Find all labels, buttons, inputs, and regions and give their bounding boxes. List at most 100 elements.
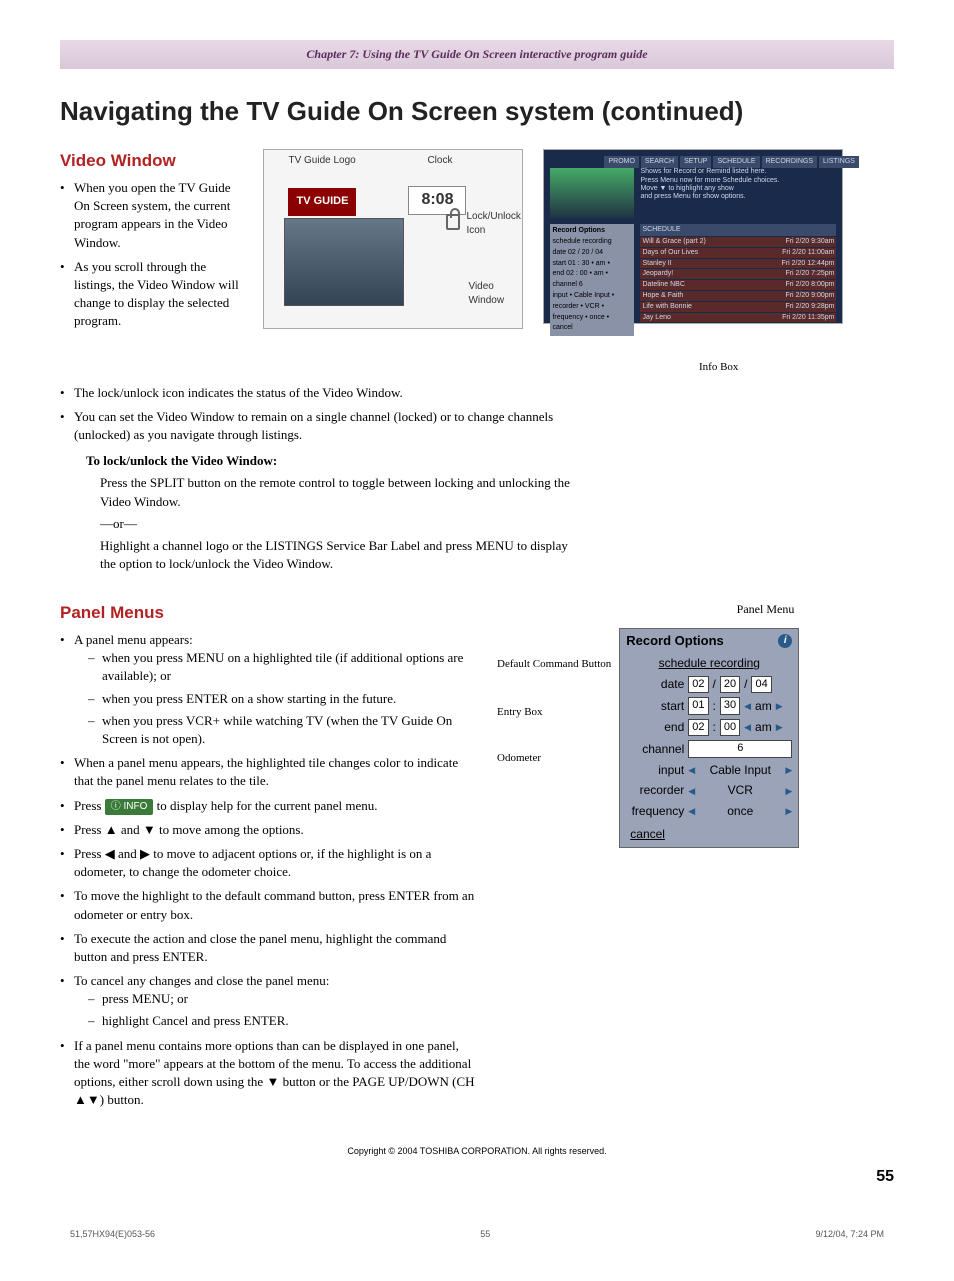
info-line: Shows for Record or Remind listed here. [640,168,836,176]
video-preview [284,218,404,306]
left-arrow-icon[interactable]: ◀ [744,721,751,734]
video-window-bullets-top: When you open the TV Guide On Screen sys… [60,179,243,331]
bullet: Press ◀ and ▶ to move to adjacent option… [60,845,477,881]
panel-title: Record Options [552,226,632,236]
copyright: Copyright © 2004 TOSHIBA CORPORATION. Al… [60,1145,894,1158]
right-arrow-icon[interactable]: ▶ [776,721,783,734]
dash-item: when you press VCR+ while watching TV (w… [88,712,477,748]
tv-guide-logo: TV GUIDE [288,188,356,215]
tab: SCHEDULE [713,156,759,168]
schedule-row: Jay LenoFri 2/20 11:35pm [640,313,836,323]
figure-schedule-screen: PROMO SEARCH SETUP SCHEDULE RECORDINGS L… [543,149,843,324]
panel-header-text: Record Options [626,632,724,650]
info-line: Press Menu now for more Schedule choices… [640,177,836,185]
tab-bar: PROMO SEARCH SETUP SCHEDULE RECORDINGS L… [604,156,838,168]
entry-box[interactable]: 30 [720,697,740,714]
callout-entry: Entry Box [497,699,611,727]
lock-or: —or— [60,515,894,533]
recorder-row[interactable]: recorder ◀ VCR ▶ [620,780,798,801]
entry-box[interactable]: 6 [688,740,792,757]
text: to display help for the current panel me… [157,798,378,813]
panel-header: Record Options i [620,629,798,653]
entry-box[interactable]: 04 [751,676,771,693]
schedule-row: Jeopardy!Fri 2/20 7:25pm [640,269,836,279]
frequency-row[interactable]: frequency ◀ once ▶ [620,801,798,822]
tab: LISTINGS [819,156,859,168]
schedule-row: Days of Our LivesFri 2/20 11:00am [640,248,836,258]
label: input [626,762,684,779]
panel-row: channel 6 [552,280,632,290]
dash-item: press MENU; or [88,990,477,1008]
entry-box[interactable]: 20 [720,676,740,693]
input-row[interactable]: input ◀ Cable Input ▶ [620,760,798,781]
schedule-row: Life with BonnieFri 2/20 9:28pm [640,302,836,312]
fig3-callouts: Default Command Button Entry Box Odomete… [497,628,611,772]
label: end [626,719,684,736]
end-row[interactable]: end 02: 00 ◀ am ▶ [620,717,798,738]
bullet: The lock/unlock icon indicates the statu… [60,384,580,402]
page-number: 55 [60,1166,894,1188]
bullet: When you open the TV Guide On Screen sys… [60,179,243,252]
info-line: and press Menu for show options. [640,193,836,201]
dash-item: highlight Cancel and press ENTER. [88,1012,477,1030]
panel-menus-bullets: A panel menu appears: when you press MEN… [60,631,477,1109]
bullet: Press INFO to display help for the curre… [60,797,477,815]
date-row[interactable]: date 02/ 20/ 04 [620,674,798,695]
left-arrow-icon[interactable]: ◀ [688,785,695,798]
bullet: If a panel menu contains more options th… [60,1037,477,1110]
schedule-row: Stanley IIFri 2/20 12:44pm [640,259,836,269]
start-row[interactable]: start 01: 30 ◀ am ▶ [620,695,798,716]
bullet: When a panel menu appears, the highlight… [60,754,477,790]
panel-row: schedule recording [552,237,632,247]
bullet: Press ▲ and ▼ to move among the options. [60,821,477,839]
tab: RECORDINGS [762,156,817,168]
entry-box[interactable]: 02 [688,676,708,693]
left-arrow-icon[interactable]: ◀ [688,764,695,777]
panel-row: recorder • VCR • [552,302,632,312]
right-arrow-icon[interactable]: ▶ [785,785,792,798]
right-arrow-icon[interactable]: ▶ [785,764,792,777]
cancel-button[interactable]: cancel [620,822,798,847]
command-button-row[interactable]: schedule recording [620,653,798,674]
schedule-row: Hope & FaithFri 2/20 9:00pm [640,291,836,301]
left-arrow-icon[interactable]: ◀ [688,805,695,818]
odometer-value: once [699,803,781,820]
callout-default: Default Command Button [497,658,611,671]
entry-box[interactable]: 01 [688,697,708,714]
bullet: As you scroll through the listings, the … [60,258,243,331]
schedule-recording-cmd: schedule recording [626,655,792,672]
label: date [626,676,684,693]
video-window-bullets-full: The lock/unlock icon indicates the statu… [60,384,580,445]
schedule-header: SCHEDULE [640,224,836,236]
bullet: To cancel any changes and close the pane… [60,972,477,1031]
page-title: Navigating the TV Guide On Screen system… [60,93,894,129]
info-box-text: Shows for Record or Remind listed here. … [640,168,836,202]
entry-box[interactable]: 02 [688,719,708,736]
tab: SEARCH [641,156,678,168]
entry-box[interactable]: 00 [720,719,740,736]
mini-panel: Record Options schedule recording date 0… [550,224,634,336]
bullet: To move the highlight to the default com… [60,887,477,923]
chapter-bar: Chapter 7: Using the TV Guide On Screen … [60,40,894,69]
figure-panel-menu: Default Command Button Entry Box Odomete… [497,628,894,848]
right-arrow-icon[interactable]: ▶ [785,805,792,818]
info-icon[interactable]: i [778,634,792,648]
odometer-value: VCR [699,782,781,799]
panel-row: input • Cable Input • [552,291,632,301]
channel-row[interactable]: channel 6 [620,738,798,759]
info-line: Move ▼ to highlight any show [640,185,836,193]
lock-icon [446,214,460,230]
right-arrow-icon[interactable]: ▶ [776,700,783,713]
record-options-panel: Record Options i schedule recording date… [619,628,799,848]
bullet: You can set the Video Window to remain o… [60,408,580,444]
lock-text: Press the SPLIT button on the remote con… [60,474,580,510]
odometer-value: Cable Input [699,762,781,779]
fig-label-clock: Clock [427,154,452,168]
print-page: 55 [480,1228,490,1241]
fig-label-logo: TV Guide Logo [288,154,355,168]
print-timestamp: 9/12/04, 7:24 PM [815,1228,884,1241]
left-arrow-icon[interactable]: ◀ [744,700,751,713]
label: channel [626,741,684,758]
lock-heading: To lock/unlock the Video Window: [60,452,894,470]
ampm: am [755,698,772,715]
